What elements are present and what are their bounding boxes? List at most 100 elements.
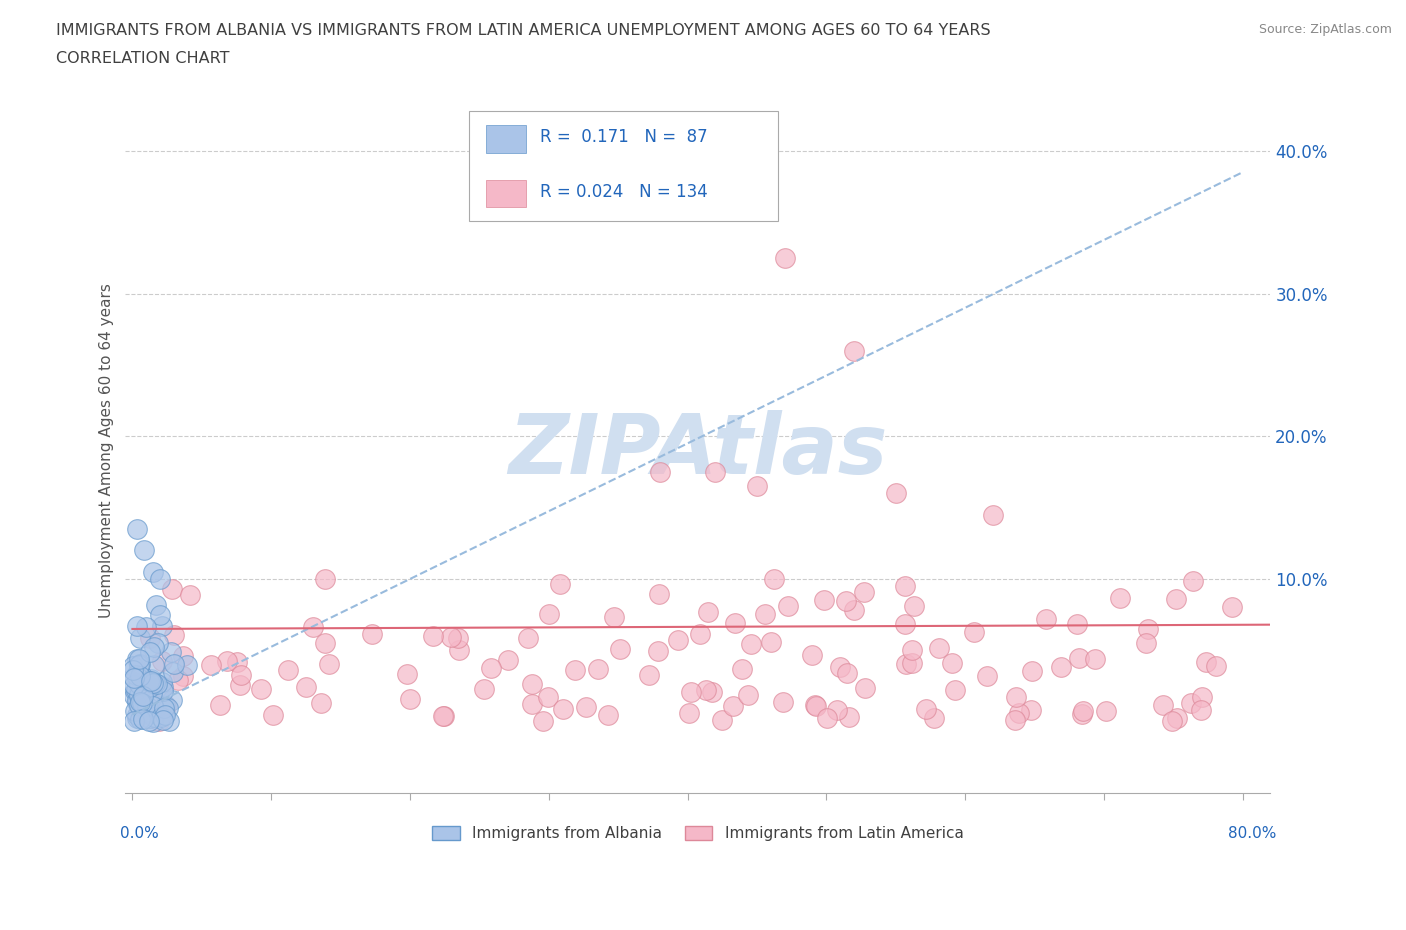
Point	[128, 687, 150, 702]
Point	[516, 631, 538, 645]
Point	[152, 712, 174, 727]
Point	[172, 648, 194, 663]
Point	[132, 688, 155, 703]
Point	[704, 464, 727, 479]
Point	[217, 654, 239, 669]
Point	[149, 607, 172, 622]
Point	[804, 698, 827, 713]
Point	[208, 698, 231, 712]
Point	[143, 658, 166, 672]
Point	[149, 572, 172, 587]
Point	[1181, 573, 1204, 588]
Text: R =  0.171   N =  87: R = 0.171 N = 87	[540, 128, 707, 146]
Point	[702, 684, 724, 699]
Bar	[486, 179, 526, 207]
Point	[125, 667, 148, 682]
Point	[131, 669, 153, 684]
Point	[122, 713, 145, 728]
Point	[138, 713, 160, 728]
Point	[134, 701, 156, 716]
Point	[1084, 652, 1107, 667]
Point	[1205, 658, 1227, 673]
Point	[128, 631, 150, 645]
Point	[148, 713, 170, 728]
Point	[163, 628, 186, 643]
Point	[772, 694, 794, 709]
Point	[1019, 703, 1042, 718]
Point	[737, 687, 759, 702]
Point	[318, 657, 340, 671]
Text: Source: ZipAtlas.com: Source: ZipAtlas.com	[1258, 23, 1392, 36]
Bar	[486, 126, 526, 153]
Point	[150, 618, 173, 633]
Point	[146, 677, 169, 692]
Point	[678, 705, 700, 720]
Point	[648, 587, 671, 602]
Point	[1152, 698, 1174, 712]
Point	[149, 679, 172, 694]
Point	[124, 684, 146, 698]
Point	[976, 669, 998, 684]
Point	[145, 675, 167, 690]
Point	[295, 680, 318, 695]
Point	[433, 709, 456, 724]
Point	[127, 676, 149, 691]
Point	[142, 698, 165, 713]
FancyBboxPatch shape	[470, 112, 778, 221]
Point	[153, 708, 176, 723]
Point	[146, 636, 169, 651]
Point	[314, 572, 336, 587]
Text: 80.0%: 80.0%	[1227, 826, 1277, 841]
Point	[125, 618, 148, 633]
Point	[449, 643, 471, 658]
Point	[128, 658, 150, 672]
Point	[1005, 689, 1028, 704]
Point	[1191, 690, 1213, 705]
Point	[149, 710, 172, 724]
Point	[900, 643, 922, 658]
Point	[943, 683, 966, 698]
Point	[1166, 711, 1188, 725]
Point	[131, 691, 153, 706]
Point	[229, 677, 252, 692]
Point	[157, 713, 180, 728]
Point	[596, 708, 619, 723]
Point	[153, 700, 176, 715]
Point	[827, 702, 849, 717]
Point	[124, 671, 146, 686]
Point	[903, 599, 925, 614]
Point	[141, 673, 163, 688]
Point	[135, 699, 157, 714]
Point	[225, 655, 247, 670]
Point	[124, 704, 146, 719]
Point	[142, 675, 165, 690]
Point	[1160, 713, 1182, 728]
Point	[129, 711, 152, 726]
Point	[138, 680, 160, 695]
Point	[150, 674, 173, 689]
Point	[163, 657, 186, 671]
Point	[537, 689, 560, 704]
Point	[142, 565, 165, 579]
Point	[575, 699, 598, 714]
Point	[778, 599, 800, 614]
Point	[1071, 707, 1094, 722]
Text: 0.0%: 0.0%	[120, 826, 159, 841]
Point	[603, 609, 626, 624]
Y-axis label: Unemployment Among Ages 60 to 64 years: Unemployment Among Ages 60 to 64 years	[100, 283, 114, 618]
Point	[128, 698, 150, 712]
Point	[1071, 703, 1094, 718]
Point	[125, 522, 148, 537]
Point	[399, 691, 422, 706]
Point	[1135, 635, 1157, 650]
Point	[740, 636, 762, 651]
Point	[773, 250, 796, 265]
Point	[884, 485, 907, 500]
Point	[1095, 703, 1118, 718]
Point	[1137, 621, 1160, 636]
Point	[128, 651, 150, 666]
Point	[711, 712, 734, 727]
Point	[125, 693, 148, 708]
Point	[162, 692, 184, 707]
Point	[731, 662, 754, 677]
